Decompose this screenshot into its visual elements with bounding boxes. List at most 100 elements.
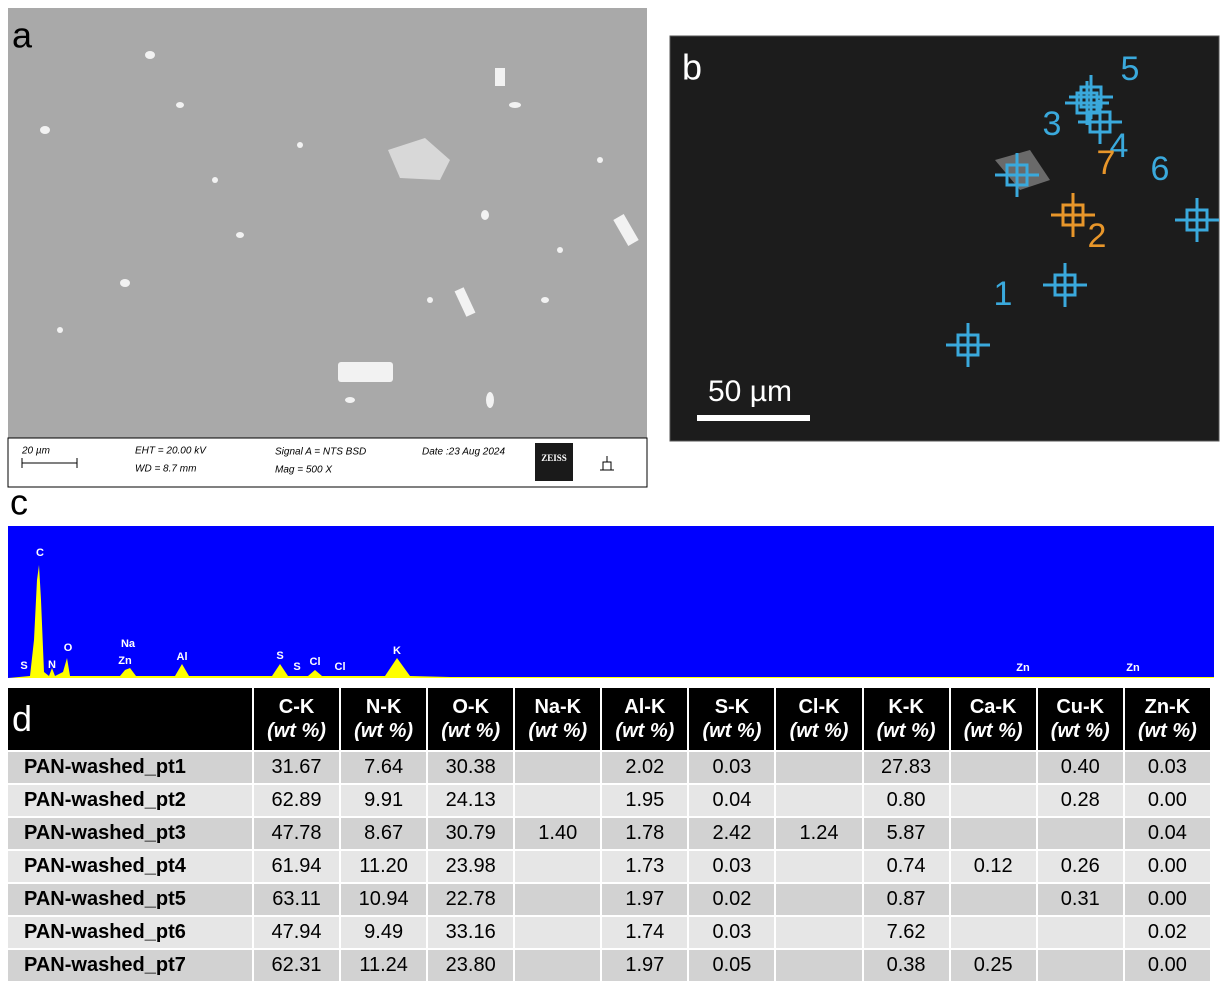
unit: (wt %): [1125, 719, 1210, 743]
empty-cell: [776, 785, 861, 816]
cell: 2.42: [689, 818, 774, 849]
peak-label: C: [36, 547, 44, 559]
cell: 11.24: [341, 950, 426, 981]
row-name: PAN-washed_pt5: [8, 884, 252, 915]
empty-cell: [515, 785, 600, 816]
cell: 61.94: [254, 851, 339, 882]
cell: 0.38: [864, 950, 949, 981]
cell: 27.83: [864, 752, 949, 783]
unit: (wt %): [515, 719, 600, 743]
unit: (wt %): [602, 719, 687, 743]
peak-label: O: [64, 642, 73, 654]
cell: 0.03: [689, 752, 774, 783]
cell: 1.74: [602, 917, 687, 948]
column-header: Cu-K(wt %): [1038, 688, 1123, 750]
logo: ZEISS: [541, 453, 567, 463]
cell: 2.02: [602, 752, 687, 783]
panel-label: d: [8, 688, 252, 750]
peak-label: Cl: [335, 661, 346, 673]
cell: 0.00: [1125, 950, 1210, 981]
peak-label: Zn: [1016, 662, 1030, 674]
cell: 8.67: [341, 818, 426, 849]
row-name: PAN-washed_pt3: [8, 818, 252, 849]
empty-cell: [1038, 917, 1123, 948]
scale-text: 20 µm: [21, 446, 50, 457]
empty-cell: [515, 884, 600, 915]
cell: 1.73: [602, 851, 687, 882]
wd: WD = 8.7 mm: [135, 464, 196, 475]
cell: 9.91: [341, 785, 426, 816]
element: Zn-K: [1145, 696, 1191, 718]
cell: 0.31: [1038, 884, 1123, 915]
row-name: PAN-washed_pt6: [8, 917, 252, 948]
cell: 0.03: [689, 917, 774, 948]
mag: Mag = 500 X: [275, 465, 332, 476]
unit: (wt %): [864, 719, 949, 743]
unit: (wt %): [951, 719, 1036, 743]
cell: 47.94: [254, 917, 339, 948]
cell: 0.00: [1125, 785, 1210, 816]
unit: (wt %): [254, 719, 339, 743]
cell: 0.26: [1038, 851, 1123, 882]
column-header: O-K(wt %): [428, 688, 513, 750]
empty-cell: [776, 752, 861, 783]
cell: 62.31: [254, 950, 339, 981]
column-header: N-K(wt %): [341, 688, 426, 750]
data-row: PAN-washed_pt262.899.9124.131.950.040.80…: [8, 785, 1210, 816]
cell: 1.40: [515, 818, 600, 849]
row-name: PAN-washed_pt4: [8, 851, 252, 882]
cell: 31.67: [254, 752, 339, 783]
peak-label: Cl: [310, 656, 321, 668]
element: C-K: [279, 696, 315, 718]
peak-label: N: [48, 659, 56, 671]
cell: 11.20: [341, 851, 426, 882]
unit: (wt %): [341, 719, 426, 743]
empty-cell: [776, 950, 861, 981]
unit: (wt %): [776, 719, 861, 743]
element: N-K: [366, 696, 402, 718]
row-name: PAN-washed_pt7: [8, 950, 252, 981]
peak-label: Na: [121, 638, 136, 650]
data-row: PAN-washed_pt461.9411.2023.981.730.030.7…: [8, 851, 1210, 882]
eht: EHT = 20.00 kV: [135, 446, 207, 457]
element: Al-K: [624, 696, 665, 718]
cell: 10.94: [341, 884, 426, 915]
element: Cu-K: [1056, 696, 1104, 718]
cell: 1.97: [602, 950, 687, 981]
cell: 0.00: [1125, 851, 1210, 882]
cell: 0.02: [689, 884, 774, 915]
element: K-K: [888, 696, 924, 718]
cell: 0.40: [1038, 752, 1123, 783]
eds-table: dC-K(wt %)N-K(wt %)O-K(wt %)Na-K(wt %)Al…: [6, 686, 1212, 983]
column-header: Na-K(wt %): [515, 688, 600, 750]
cell: 63.11: [254, 884, 339, 915]
column-header: Cl-K(wt %): [776, 688, 861, 750]
empty-cell: [951, 785, 1036, 816]
peak-label: K: [393, 645, 401, 657]
point-label: 3: [1043, 105, 1062, 143]
column-header: Zn-K(wt %): [1125, 688, 1210, 750]
cell: 0.03: [1125, 752, 1210, 783]
peak-label: S: [293, 661, 300, 673]
empty-cell: [515, 950, 600, 981]
empty-cell: [515, 917, 600, 948]
cell: 23.98: [428, 851, 513, 882]
peak-label: S: [20, 660, 27, 672]
cell: 7.62: [864, 917, 949, 948]
cell: 0.03: [689, 851, 774, 882]
cell: 1.24: [776, 818, 861, 849]
empty-cell: [776, 917, 861, 948]
element: S-K: [715, 696, 749, 718]
data-row: PAN-washed_pt347.788.6730.791.401.782.42…: [8, 818, 1210, 849]
data-row: PAN-washed_pt563.1110.9422.781.970.020.8…: [8, 884, 1210, 915]
scale-text: 50 µm: [708, 375, 792, 408]
unit: (wt %): [1038, 719, 1123, 743]
element: O-K: [452, 696, 489, 718]
empty-cell: [776, 884, 861, 915]
cell: 1.95: [602, 785, 687, 816]
spectrum-bg: [8, 526, 1214, 678]
date: Date :23 Aug 2024: [422, 447, 505, 458]
